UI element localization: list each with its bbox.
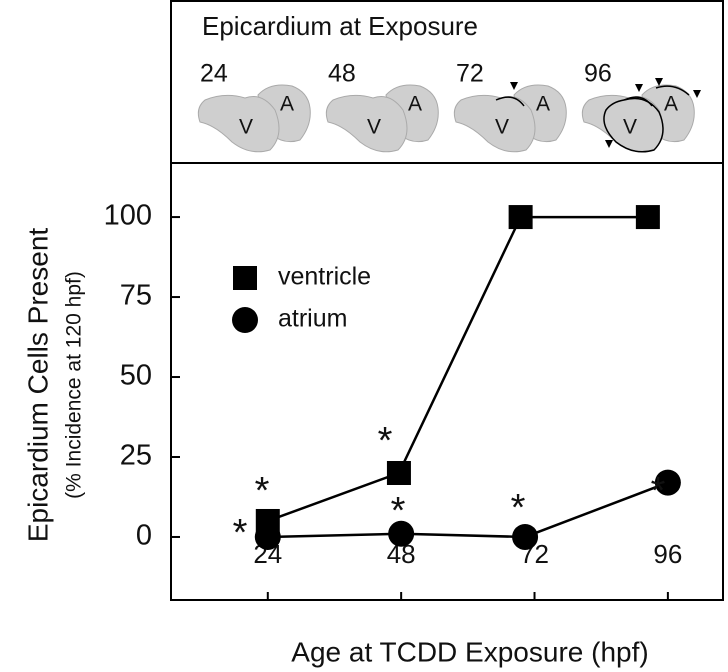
- arrowhead: [635, 84, 643, 92]
- epicardium-outline: [603, 85, 690, 153]
- ventricle-letter: V: [239, 116, 253, 139]
- atrium-marker: [654, 469, 681, 496]
- significance-asterisk: *: [511, 487, 526, 529]
- y-axis-label: Epicardium Cells Present: [22, 228, 53, 543]
- arrowhead: [655, 78, 663, 86]
- y-tick-label: 75: [120, 280, 152, 312]
- atrium-letter: A: [536, 93, 550, 116]
- series-line: [267, 215, 648, 523]
- legend-label: ventricle: [278, 263, 371, 291]
- ventricle-marker: [635, 205, 660, 230]
- atrium-letter: A: [664, 93, 678, 116]
- arrowhead: [693, 90, 701, 98]
- atrium-marker: [512, 523, 539, 550]
- atrium-marker: [388, 520, 415, 547]
- y-tick-label: 0: [136, 520, 152, 552]
- legend-marker: [233, 266, 257, 290]
- arrowhead: [605, 140, 613, 148]
- atrium-letter: A: [408, 93, 422, 116]
- significance-asterisk: *: [255, 470, 270, 512]
- series-line: [267, 481, 669, 539]
- legend-marker: [232, 307, 258, 333]
- x-axis-label: Age at TCDD Exposure (hpf): [291, 636, 648, 667]
- top-panel-title: Epicardium at Exposure: [202, 11, 478, 41]
- y-axis-sublabel: (% Incidence at 120 hpf): [63, 271, 86, 499]
- ventricle-letter: V: [495, 116, 509, 139]
- y-tick-label: 100: [104, 200, 152, 232]
- stage-label: 24: [200, 60, 228, 88]
- significance-asterisk: *: [233, 512, 248, 554]
- y-tick-label: 25: [120, 440, 152, 472]
- legend-label: atrium: [278, 305, 347, 333]
- significance-asterisk: *: [378, 420, 393, 462]
- heart-diagram: 72 V A: [453, 60, 567, 153]
- atrium-marker: [254, 523, 281, 550]
- plot-frame: [170, 162, 724, 601]
- ventricle-letter: V: [367, 116, 381, 139]
- heart-diagram: 96 V A: [581, 60, 701, 153]
- significance-asterisk: *: [391, 490, 406, 532]
- stage-label: 72: [456, 60, 484, 88]
- heart-diagram: 24 V A: [197, 60, 311, 153]
- significance-asterisk: *: [651, 470, 666, 512]
- ventricle-marker: [508, 205, 533, 230]
- stage-label: 48: [328, 60, 356, 88]
- epicardium-outline: [495, 96, 525, 107]
- y-tick-label: 50: [120, 360, 152, 392]
- ventricle-letter: V: [623, 116, 637, 139]
- atrium-letter: A: [280, 93, 294, 116]
- stage-label: 96: [584, 60, 612, 88]
- ventricle-shape: [325, 94, 408, 153]
- arrowhead: [510, 82, 518, 90]
- ventricle-shape: [197, 94, 280, 153]
- heart-diagram: 48 V A: [325, 60, 439, 153]
- x-tick-label: 96: [653, 539, 682, 569]
- ventricle-marker: [386, 460, 411, 485]
